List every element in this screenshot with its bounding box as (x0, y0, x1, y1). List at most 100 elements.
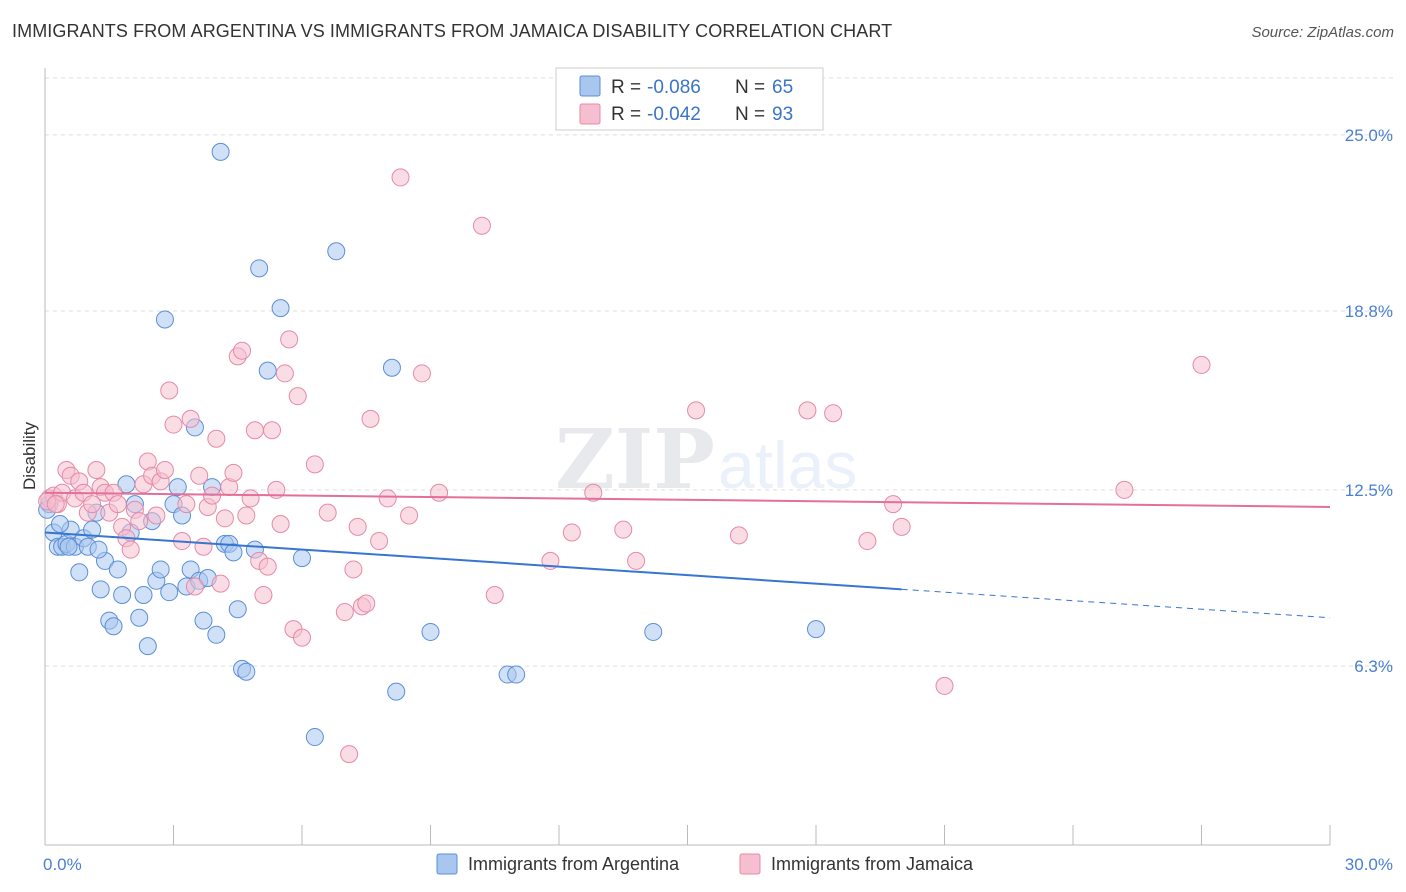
jamaica-point (237, 506, 256, 525)
legend-swatch-jamaica (579, 103, 601, 125)
jamaica-point (233, 341, 252, 360)
bottom-legend-label-argentina: Immigrants from Argentina (468, 854, 680, 874)
jamaica-point (254, 586, 273, 605)
jamaica-point (884, 495, 903, 514)
legend-n-value-argentina: 65 (772, 77, 793, 98)
argentina-point (382, 358, 401, 377)
legend-r-value-argentina: -0.086 (647, 77, 701, 98)
argentina-point (151, 560, 170, 579)
argentina-point (293, 549, 311, 568)
jamaica-point (335, 603, 354, 622)
argentina-point (91, 580, 110, 599)
legend-n-value-jamaica: 93 (772, 104, 793, 125)
jamaica-point (263, 421, 282, 440)
jamaica-point (348, 517, 367, 536)
legend-r-value-jamaica: -0.042 (647, 104, 701, 125)
jamaica-point (121, 540, 140, 559)
jamaica-point (288, 387, 307, 406)
argentina-point (108, 560, 127, 579)
y-tick-label: 12.5% (1345, 481, 1393, 500)
argentina-point (130, 608, 149, 627)
data-points (38, 142, 1211, 764)
jamaica-point (215, 509, 234, 528)
argentina-point (807, 620, 825, 639)
argentina-point (89, 540, 108, 559)
jamaica-point (87, 461, 106, 480)
jamaica-point (472, 216, 491, 235)
jamaica-point (400, 506, 419, 525)
argentina-point (59, 537, 78, 556)
jamaica-point (378, 489, 397, 508)
legend-r-label-jamaica: R = (611, 104, 641, 125)
argentina-point (644, 622, 663, 641)
watermark: ZIP atlas (555, 412, 857, 508)
legend-swatch-argentina (579, 75, 601, 97)
jamaica-point (155, 461, 174, 480)
argentina-point (207, 625, 226, 644)
argentina-point (305, 728, 324, 747)
jamaica-point (357, 594, 376, 613)
jamaica-point (935, 676, 954, 695)
axes (44, 68, 1331, 846)
jamaica-point (271, 514, 290, 533)
jamaica-point (892, 517, 911, 536)
argentina-point (134, 586, 153, 605)
jamaica-point (280, 330, 299, 349)
argentina-point (224, 543, 243, 562)
jamaica-point (687, 401, 706, 420)
argentina-point (507, 665, 526, 684)
trend-lines (44, 491, 1331, 619)
argentina-point (70, 563, 89, 582)
jamaica-point (108, 495, 127, 514)
jamaica-point (46, 495, 65, 514)
argentina-point (83, 520, 102, 539)
jamaica-point (160, 381, 179, 400)
x-tick-label: 30.0% (1345, 855, 1393, 874)
jamaica-point (305, 455, 324, 474)
jamaica-point (130, 512, 149, 531)
y-tick-label: 18.8% (1345, 302, 1393, 321)
jamaica-point (614, 520, 633, 539)
chart-source: Source: ZipAtlas.com (1251, 24, 1394, 41)
argentina-point (387, 682, 406, 701)
jamaica-point (211, 574, 230, 593)
legend-n-label-argentina: N = (735, 77, 765, 98)
argentina-point (138, 637, 157, 656)
argentina-point (327, 242, 346, 261)
jamaica-point (267, 480, 286, 499)
bottom-legend-swatch-jamaica (739, 853, 761, 875)
argentina-point (160, 583, 179, 602)
watermark-atlas: atlas (718, 428, 857, 502)
jamaica-point (824, 404, 843, 423)
jamaica-point (241, 489, 260, 508)
y-tick-label: 6.3% (1354, 657, 1393, 676)
argentina-point (237, 662, 256, 681)
jamaica-point (147, 506, 166, 525)
watermark-zip: ZIP (555, 412, 715, 508)
jamaica-point (258, 557, 277, 576)
jamaica-point (185, 577, 204, 596)
jamaica-point (361, 409, 380, 428)
jamaica-point (562, 523, 581, 542)
y-tick-label: 25.0% (1345, 126, 1393, 145)
jamaica-point (181, 409, 200, 428)
argentina-point (421, 622, 440, 641)
argentina-point (168, 478, 187, 497)
legend-box: R = -0.086 N = 65 R = -0.042 N = 93 (555, 67, 824, 131)
argentina-point (271, 299, 290, 318)
jamaica-trend-line (44, 491, 1331, 508)
jamaica-point (627, 551, 646, 570)
argentina-point (104, 617, 123, 636)
tick-labels: 6.3% 12.5% 18.8% 25.0% 0.0% 30.0% (43, 126, 1393, 874)
jamaica-point (207, 429, 226, 448)
jamaica-point (858, 532, 877, 551)
argentina-point (113, 586, 132, 605)
jamaica-point (164, 415, 183, 434)
jamaica-point (190, 466, 209, 485)
jamaica-point (485, 586, 504, 605)
jamaica-point (370, 532, 389, 551)
jamaica-point (1115, 480, 1134, 499)
jamaica-point (318, 503, 337, 522)
argentina-point (155, 310, 174, 329)
argentina-point (50, 514, 69, 533)
